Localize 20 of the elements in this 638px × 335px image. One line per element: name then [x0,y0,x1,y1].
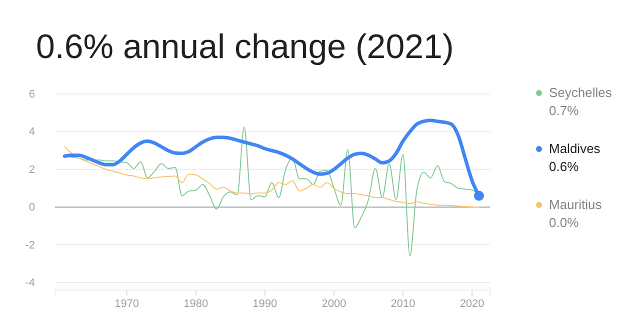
y-tick-label: -2 [25,239,35,252]
x-tick-label: 1980 [184,298,208,310]
legend-label: Mauritius [549,197,602,212]
y-tick-label: 4 [28,126,35,138]
x-tick-label: 2020 [460,298,484,310]
text: 0.7% [549,103,580,118]
legend-label: Seychelles [549,85,612,100]
chart-title: 0.6% annual change (2021) [36,28,454,66]
y-tick-label: 6 [28,88,35,101]
text: 0.0% [549,215,580,230]
legend-label: Maldives [549,141,601,156]
text: 0.6% [549,159,580,174]
x-tick-label: 1990 [252,298,278,310]
x-tick-label: 2010 [390,298,416,310]
y-tick-label: -4 [25,276,35,289]
y-tick-label: 0 [28,202,35,214]
line-series [64,146,480,208]
y-tick-label: 2 [28,164,35,176]
x-tick-label: 2000 [322,298,346,310]
x-tick-label: 1970 [114,298,140,310]
